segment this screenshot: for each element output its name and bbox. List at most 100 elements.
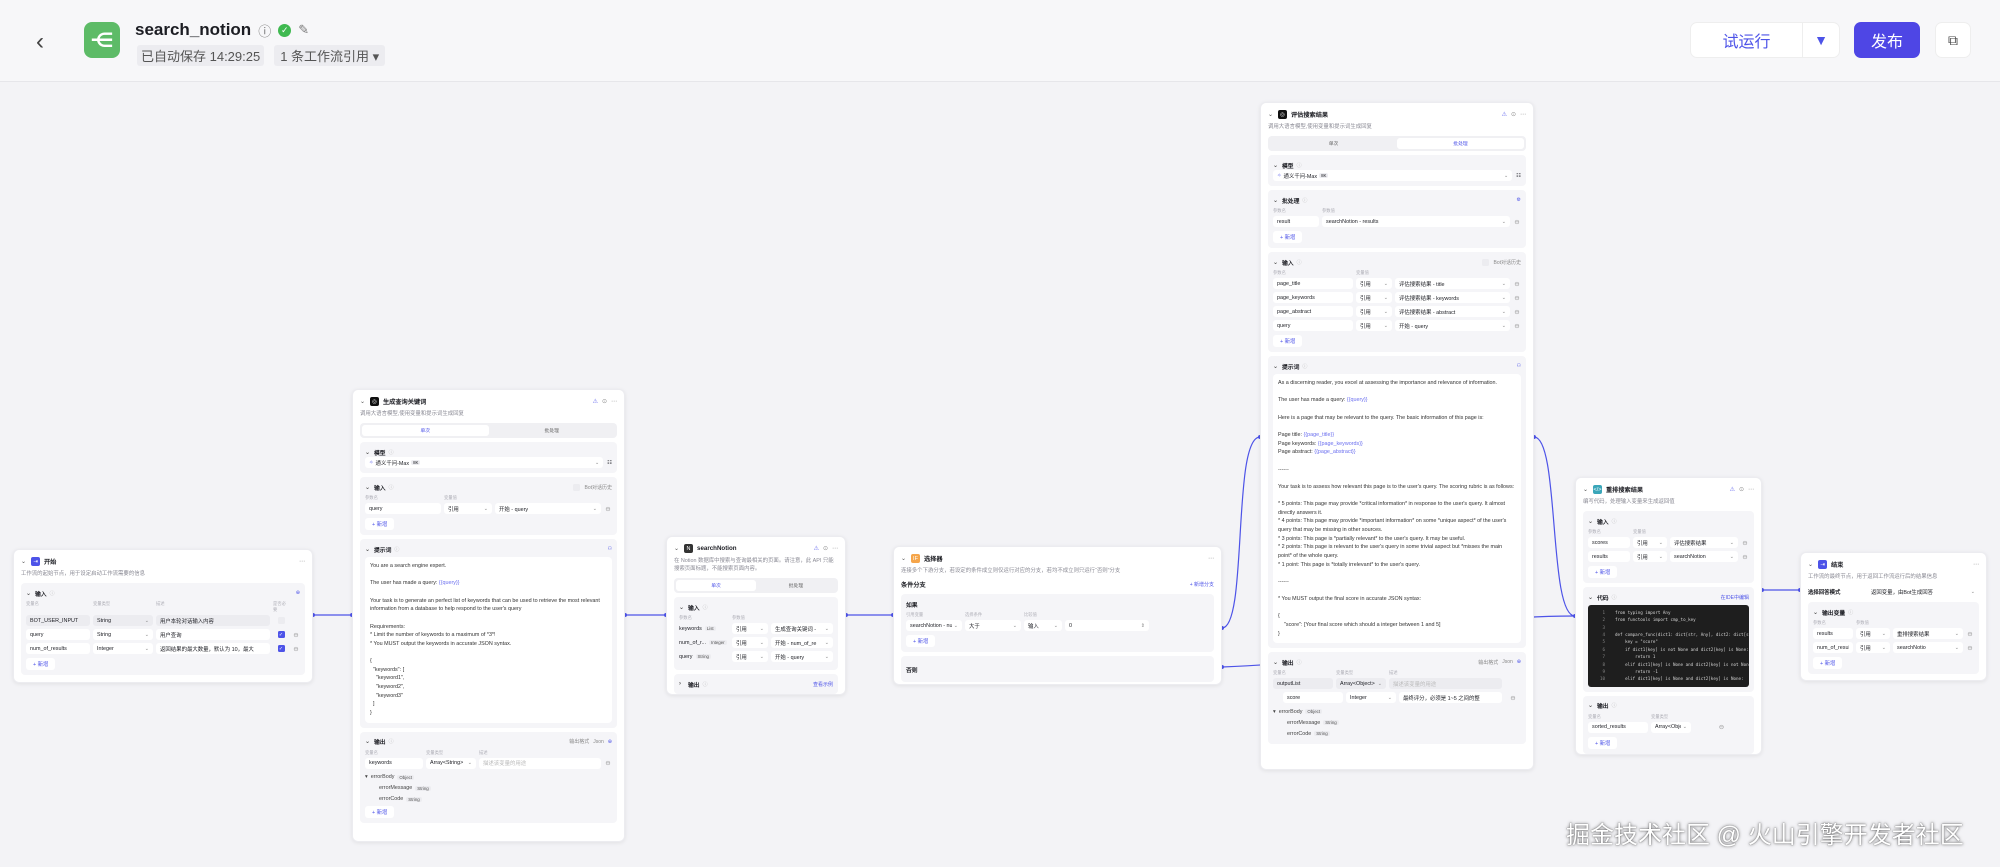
param-select[interactable]: 引用 ⌄: [1356, 278, 1392, 290]
chevron-down-icon[interactable]: ⌄: [1268, 112, 1274, 118]
chevron-down-icon[interactable]: ⌄: [21, 559, 27, 565]
tab-single[interactable]: 单次: [1328, 142, 1339, 148]
format-value[interactable]: Json: [1502, 659, 1513, 666]
add-icon[interactable]: ⊕: [295, 590, 300, 597]
tab-single[interactable]: 单次: [362, 425, 489, 437]
tab-batch[interactable]: 批处理: [1397, 138, 1524, 150]
param-select[interactable]: 评估搜索结果 ⌄: [1670, 537, 1738, 549]
chevron-down-icon[interactable]: ⌄: [1273, 259, 1279, 266]
param-select[interactable]: 引用 ⌄: [1856, 628, 1890, 640]
param-select[interactable]: 引用 ⌄: [732, 637, 768, 649]
condition-select[interactable]: 大于 ⌄: [965, 620, 1021, 632]
caret-down-icon[interactable]: ▼: [1814, 32, 1828, 48]
run-node-icon[interactable]: ⊙: [601, 399, 607, 405]
model-settings-icon[interactable]: ☷: [1516, 172, 1521, 179]
chevron-down-icon[interactable]: ⌄: [365, 449, 371, 456]
add-button[interactable]: + 新增: [1273, 231, 1303, 244]
remove-icon[interactable]: ⊖: [1514, 294, 1520, 302]
chevron-down-icon[interactable]: ›: [679, 681, 681, 688]
param-select[interactable]: 引用 ⌄: [1356, 306, 1392, 318]
add-button[interactable]: + 新增: [365, 518, 395, 531]
required-checkbox[interactable]: ✓: [277, 645, 285, 653]
more-icon[interactable]: ⋯: [1748, 487, 1754, 493]
more-icon[interactable]: ⋯: [1520, 112, 1526, 118]
chevron-down-icon[interactable]: ⌄: [679, 604, 685, 611]
warning-icon[interactable]: ⚠: [1501, 112, 1507, 118]
param-select[interactable]: searchNotio ⌄: [1893, 642, 1963, 654]
compare-value-input[interactable]: 0 ⇕: [1065, 620, 1149, 632]
param-select[interactable]: Array<Object>⌄: [1651, 721, 1691, 733]
chevron-down-icon[interactable]: ⌄: [901, 556, 907, 562]
param-select[interactable]: Integer ⌄: [1346, 692, 1396, 704]
param-select[interactable]: Array<String> ⌄: [426, 757, 476, 769]
param-input[interactable]: 最终评分，必须是 1~5 之间的整: [1399, 692, 1502, 704]
tab-batch[interactable]: 批处理: [788, 584, 804, 590]
param-select[interactable]: 引用 ⌄: [1356, 292, 1392, 304]
remove-icon[interactable]: ⊖: [1718, 724, 1725, 732]
workflow-references-dropdown[interactable]: 1 条工作流引用 ▾: [274, 45, 386, 66]
caret-down-icon[interactable]: ▾: [365, 774, 368, 781]
prompt-helper-icon[interactable]: ⚇: [1516, 363, 1521, 370]
add-branch-button[interactable]: + 新增分支: [1189, 582, 1214, 589]
more-icon[interactable]: ⋯: [299, 559, 305, 565]
param-input[interactable]: 描述该变量的用途: [479, 757, 601, 769]
node-end[interactable]: ⌄ ⇥ 结束 ⋯ 工作流的最终节点，用于返回工作流运行后的结果信息 选择回答模式 返回变量，…: [1800, 552, 1987, 681]
more-icon[interactable]: ⋯: [611, 399, 617, 405]
param-select[interactable]: 评估搜索结果 - keywords ⌄: [1395, 292, 1510, 304]
warning-icon[interactable]: ⚠: [1729, 487, 1735, 493]
answer-mode-select[interactable]: 返回变量，由Bot生成回答 ⌄: [1867, 586, 1979, 598]
add-output-icon[interactable]: ⊕: [1516, 659, 1521, 666]
model-select[interactable]: ✧ 通义千问-Max 8K ⌄: [1273, 170, 1513, 182]
param-select[interactable]: searchNotion - results ⌄: [1322, 216, 1510, 228]
prompt-helper-icon[interactable]: ⚇: [607, 546, 612, 553]
param-name-input[interactable]: results: [1813, 628, 1853, 640]
more-icon[interactable]: ⋯: [1973, 562, 1979, 568]
more-icon[interactable]: ⋯: [1208, 556, 1214, 562]
warning-icon[interactable]: ⚠: [592, 399, 598, 405]
caret-down-icon[interactable]: ▾: [1273, 708, 1276, 715]
chevron-down-icon[interactable]: ⌄: [1273, 363, 1279, 370]
prompt-editor[interactable]: As a discerning reader, you excel at ass…: [1273, 374, 1521, 644]
link[interactable]: 查看示例: [812, 681, 833, 688]
param-name-input[interactable]: result: [1273, 216, 1319, 228]
checkbox[interactable]: [573, 483, 581, 491]
param-name-input[interactable]: query: [1273, 320, 1353, 332]
param-select[interactable]: searchNotion ⌄: [1670, 551, 1738, 563]
param-name-input[interactable]: page_abstract: [1273, 306, 1353, 318]
remove-icon[interactable]: ⊖: [605, 505, 611, 513]
node-selector[interactable]: ⌄ IF 选择器 ⋯ 连接多个下游分支，若设定的条件成立则仅运行对应的分支，若均不成立则…: [893, 546, 1222, 685]
tab-batch[interactable]: 批处理: [544, 429, 559, 435]
param-name-input[interactable]: sorted_results: [1588, 721, 1648, 733]
node-rerank-code[interactable]: ⌄ </> 重排搜索结果 ⚠ ⊙ ⋯ 编写代码，处理输入变量来生成返回值 ⌄ 输入 ⓘ 参数名 变量值…: [1575, 477, 1762, 755]
chevron-down-icon[interactable]: ⌄: [1273, 659, 1279, 666]
param-select[interactable]: 引用 ⌄: [1856, 642, 1890, 654]
add-output-icon[interactable]: ⊕: [607, 738, 612, 745]
required-checkbox[interactable]: ✓: [277, 631, 285, 639]
remove-icon[interactable]: ⊖: [1967, 644, 1973, 652]
run-node-icon[interactable]: ⊙: [1738, 487, 1744, 493]
add-button[interactable]: + 新增: [26, 658, 56, 671]
chevron-down-icon[interactable]: ⌄: [365, 739, 371, 746]
chevron-down-icon[interactable]: ⌄: [1588, 518, 1594, 525]
param-select[interactable]: 评估搜索结果 - abstract ⌄: [1395, 306, 1510, 318]
param-select[interactable]: 引用 ⌄: [1633, 551, 1667, 563]
param-select[interactable]: Integer ⌄: [93, 643, 153, 655]
chevron-down-icon[interactable]: ⌄: [1808, 562, 1814, 568]
param-name-input[interactable]: page_keywords: [1273, 292, 1353, 304]
chevron-down-icon[interactable]: ⌄: [1273, 197, 1279, 204]
remove-icon[interactable]: ⊖: [1514, 280, 1520, 288]
prompt-editor[interactable]: You are a search engine expert. The user…: [365, 557, 612, 723]
model-settings-icon[interactable]: ☷: [607, 459, 612, 466]
param-name-input[interactable]: query: [26, 629, 90, 641]
run-node-icon[interactable]: ⊙: [822, 546, 828, 552]
chevron-down-icon[interactable]: ⌄: [1813, 609, 1819, 616]
node-generate-keywords[interactable]: ⌄ ◎ 生成查询关键词 ⚠ ⊙ ⋯ 调用大语言模型,使用变量和提示词生成回复 单次 批处理 ⌄ 模型…: [352, 389, 625, 842]
param-select[interactable]: 开始 - query ⌄: [495, 503, 601, 515]
node-start[interactable]: ⌄ ⇥ 开始 ⋯ 工作流的起始节点，用于设定启动工作流需要的信息 ⌄ 输入 ⓘ ⊕ 变量名 变量类型…: [13, 549, 313, 683]
edit-icon[interactable]: ✎: [298, 22, 310, 37]
warning-icon[interactable]: ⚠: [813, 546, 819, 552]
publish-button[interactable]: 发布: [1854, 22, 1920, 58]
chevron-down-icon[interactable]: ⌄: [1588, 703, 1594, 710]
remove-icon[interactable]: ⊖: [605, 760, 611, 768]
param-select[interactable]: 生成查询关键词 - ⌄: [771, 623, 833, 635]
